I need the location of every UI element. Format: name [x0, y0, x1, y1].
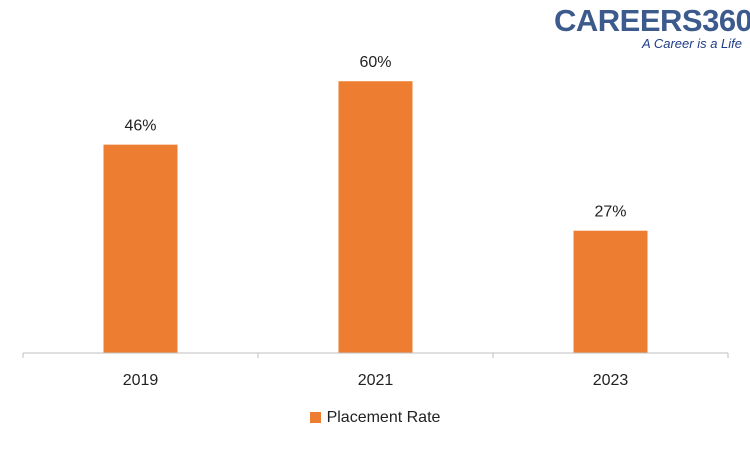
legend: Placement Rate: [0, 409, 750, 427]
x-axis-ticks: [22, 353, 729, 358]
bar-2021: [338, 81, 413, 353]
logo-tagline: A Career is a Life: [642, 36, 742, 51]
data-label-2019: 46%: [124, 118, 156, 135]
data-labels-group: 46% 60% 27%: [124, 54, 626, 220]
category-label-2019: 2019: [123, 372, 159, 389]
careers360-logo: CAREERS360 A Career is a Life: [554, 3, 750, 51]
bar-2019: [103, 144, 178, 353]
data-label-2023: 27%: [594, 204, 626, 221]
logo-name: CAREERS360: [554, 3, 750, 38]
legend-label: Placement Rate: [326, 409, 441, 426]
bar-2023: [573, 230, 648, 353]
category-label-2021: 2021: [358, 372, 394, 389]
category-label-2023: 2023: [593, 372, 629, 389]
bars-group: [103, 81, 648, 353]
x-axis-tick-labels: 2019 2021 2023: [123, 372, 629, 389]
data-label-2021: 60%: [359, 54, 391, 71]
legend-swatch: [309, 412, 321, 423]
